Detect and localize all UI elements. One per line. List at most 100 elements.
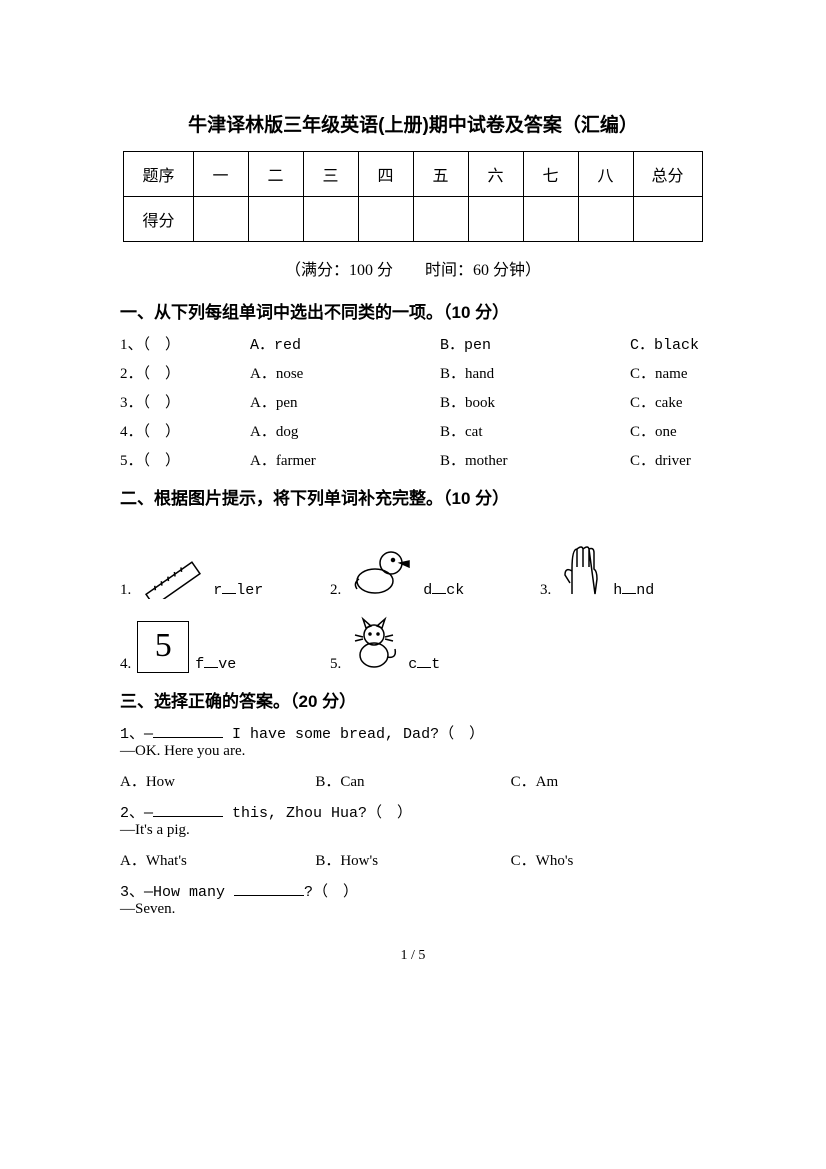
col-h: 三 xyxy=(303,152,358,197)
opt-c: C．cake xyxy=(630,391,706,412)
blank[interactable] xyxy=(153,801,223,817)
score-header-row: 题序 一 二 三 四 五 六 七 八 总分 xyxy=(124,152,702,197)
word: rler xyxy=(213,578,263,599)
cat-icon xyxy=(347,613,402,673)
q3-question: 1、— I have some bread, Dad?（ ） —OK. Here… xyxy=(120,722,706,791)
item-num: 3. xyxy=(540,582,551,599)
opt-a: A．How xyxy=(120,770,315,791)
opt-a: A．red xyxy=(250,333,440,354)
word: fve xyxy=(195,652,236,673)
row-label: 得分 xyxy=(124,197,193,242)
opt-c: C．driver xyxy=(630,449,706,470)
blank[interactable] xyxy=(153,722,223,738)
ruler-icon xyxy=(137,539,207,599)
col-h: 题序 xyxy=(124,152,193,197)
opt-b: B．hand xyxy=(440,362,630,383)
page-number: 1 / 5 xyxy=(120,948,706,964)
score-value-row: 得分 xyxy=(124,197,702,242)
opt-c: C．Who's xyxy=(511,849,706,870)
opt-b: B．mother xyxy=(440,449,630,470)
pic-item: 1. rler xyxy=(120,539,330,599)
blank[interactable] xyxy=(432,578,446,594)
blank[interactable] xyxy=(622,578,636,594)
q-num: 4． xyxy=(120,424,143,440)
q-row: 4．（ ） A．dog B．cat C．one xyxy=(120,420,706,441)
q-paren[interactable]: （ ） xyxy=(143,395,181,411)
opt-a: A．nose xyxy=(250,362,440,383)
q-row: 2．（ ） A．nose B．hand C．name xyxy=(120,362,706,383)
q-row: 3．（ ） A．pen B．book C．cake xyxy=(120,391,706,412)
opt-b: B．How's xyxy=(315,849,510,870)
opt-c: C．black xyxy=(630,333,706,354)
col-h: 四 xyxy=(358,152,413,197)
score-cell[interactable] xyxy=(193,197,248,242)
section3-heading: 三、选择正确的答案。（20 分） xyxy=(120,687,706,712)
opt-a: A．pen xyxy=(250,391,440,412)
q-num: 3． xyxy=(120,395,143,411)
score-table: 题序 一 二 三 四 五 六 七 八 总分 得分 xyxy=(123,151,702,242)
score-cell[interactable] xyxy=(303,197,358,242)
q-line2: —Seven. xyxy=(120,901,706,918)
score-cell[interactable] xyxy=(248,197,303,242)
opt-c: C．name xyxy=(630,362,706,383)
item-num: 4. xyxy=(120,656,131,673)
col-h: 总分 xyxy=(633,152,702,197)
col-h: 五 xyxy=(413,152,468,197)
q-paren[interactable]: （ ） xyxy=(143,366,181,382)
exam-title: 牛津译林版三年级英语(上册)期中试卷及答案（汇编） xyxy=(120,110,706,137)
q-paren[interactable]: （ ） xyxy=(143,424,181,440)
word: hnd xyxy=(613,578,654,599)
opt-c: C．Am xyxy=(511,770,706,791)
item-num: 2. xyxy=(330,582,341,599)
opt-b: B．pen xyxy=(440,333,630,354)
pic-item: 2. dck xyxy=(330,539,540,599)
pic-item: 4. 5 fve xyxy=(120,621,330,673)
q-line1: 2、— this, Zhou Hua?（ ） xyxy=(120,801,706,822)
score-cell[interactable] xyxy=(413,197,468,242)
exam-subtitle: （满分：100 分 时间：60 分钟） xyxy=(120,256,706,280)
item-num: 1. xyxy=(120,582,131,599)
section1-heading: 一、从下列每组单词中选出不同类的一项。（10 分） xyxy=(120,298,706,323)
opt-b: B．book xyxy=(440,391,630,412)
opt-c: C．one xyxy=(630,420,706,441)
q-line1: 1、— I have some bread, Dad?（ ） xyxy=(120,722,706,743)
q-paren[interactable]: （ ） xyxy=(143,453,181,469)
five-icon: 5 xyxy=(137,621,189,673)
q-num: 5． xyxy=(120,453,143,469)
score-cell[interactable] xyxy=(578,197,633,242)
page-container: 牛津译林版三年级英语(上册)期中试卷及答案（汇编） 题序 一 二 三 四 五 六… xyxy=(0,0,826,1004)
col-h: 七 xyxy=(523,152,578,197)
duck-icon xyxy=(347,539,417,599)
blank[interactable] xyxy=(417,652,431,668)
q-line2: —It's a pig. xyxy=(120,822,706,839)
section2-heading: 二、根据图片提示，将下列单词补充完整。（10 分） xyxy=(120,484,706,509)
q-options: A．How B．Can C．Am xyxy=(120,770,706,791)
word: dck xyxy=(423,578,464,599)
opt-b: B．Can xyxy=(315,770,510,791)
opt-b: B．cat xyxy=(440,420,630,441)
score-cell[interactable] xyxy=(358,197,413,242)
col-h: 二 xyxy=(248,152,303,197)
pic-item: 5. ct xyxy=(330,613,440,673)
pic-item: 3. hnd xyxy=(540,539,654,599)
score-cell[interactable] xyxy=(468,197,523,242)
q-options: A．What's B．How's C．Who's xyxy=(120,849,706,870)
q-num: 2． xyxy=(120,366,143,382)
score-cell[interactable] xyxy=(633,197,702,242)
blank[interactable] xyxy=(234,880,304,896)
col-h: 八 xyxy=(578,152,633,197)
opt-a: A．dog xyxy=(250,420,440,441)
q-paren[interactable]: （ ） xyxy=(143,337,181,353)
blank[interactable] xyxy=(204,652,218,668)
q3-question: 2、— this, Zhou Hua?（ ） —It's a pig. A．Wh… xyxy=(120,801,706,870)
opt-a: A．What's xyxy=(120,849,315,870)
section1-questions: 1、（ ） A．red B．pen C．black 2．（ ） A．nose B… xyxy=(120,333,706,470)
q-line2: —OK. Here you are. xyxy=(120,743,706,760)
word: ct xyxy=(408,652,440,673)
q-row: 1、（ ） A．red B．pen C．black xyxy=(120,333,706,354)
score-cell[interactable] xyxy=(523,197,578,242)
hand-icon xyxy=(557,539,607,599)
blank[interactable] xyxy=(222,578,236,594)
q-line1: 3、—How many ?（ ） xyxy=(120,880,706,901)
pic-row-2: 4. 5 fve 5. ct xyxy=(120,613,706,673)
